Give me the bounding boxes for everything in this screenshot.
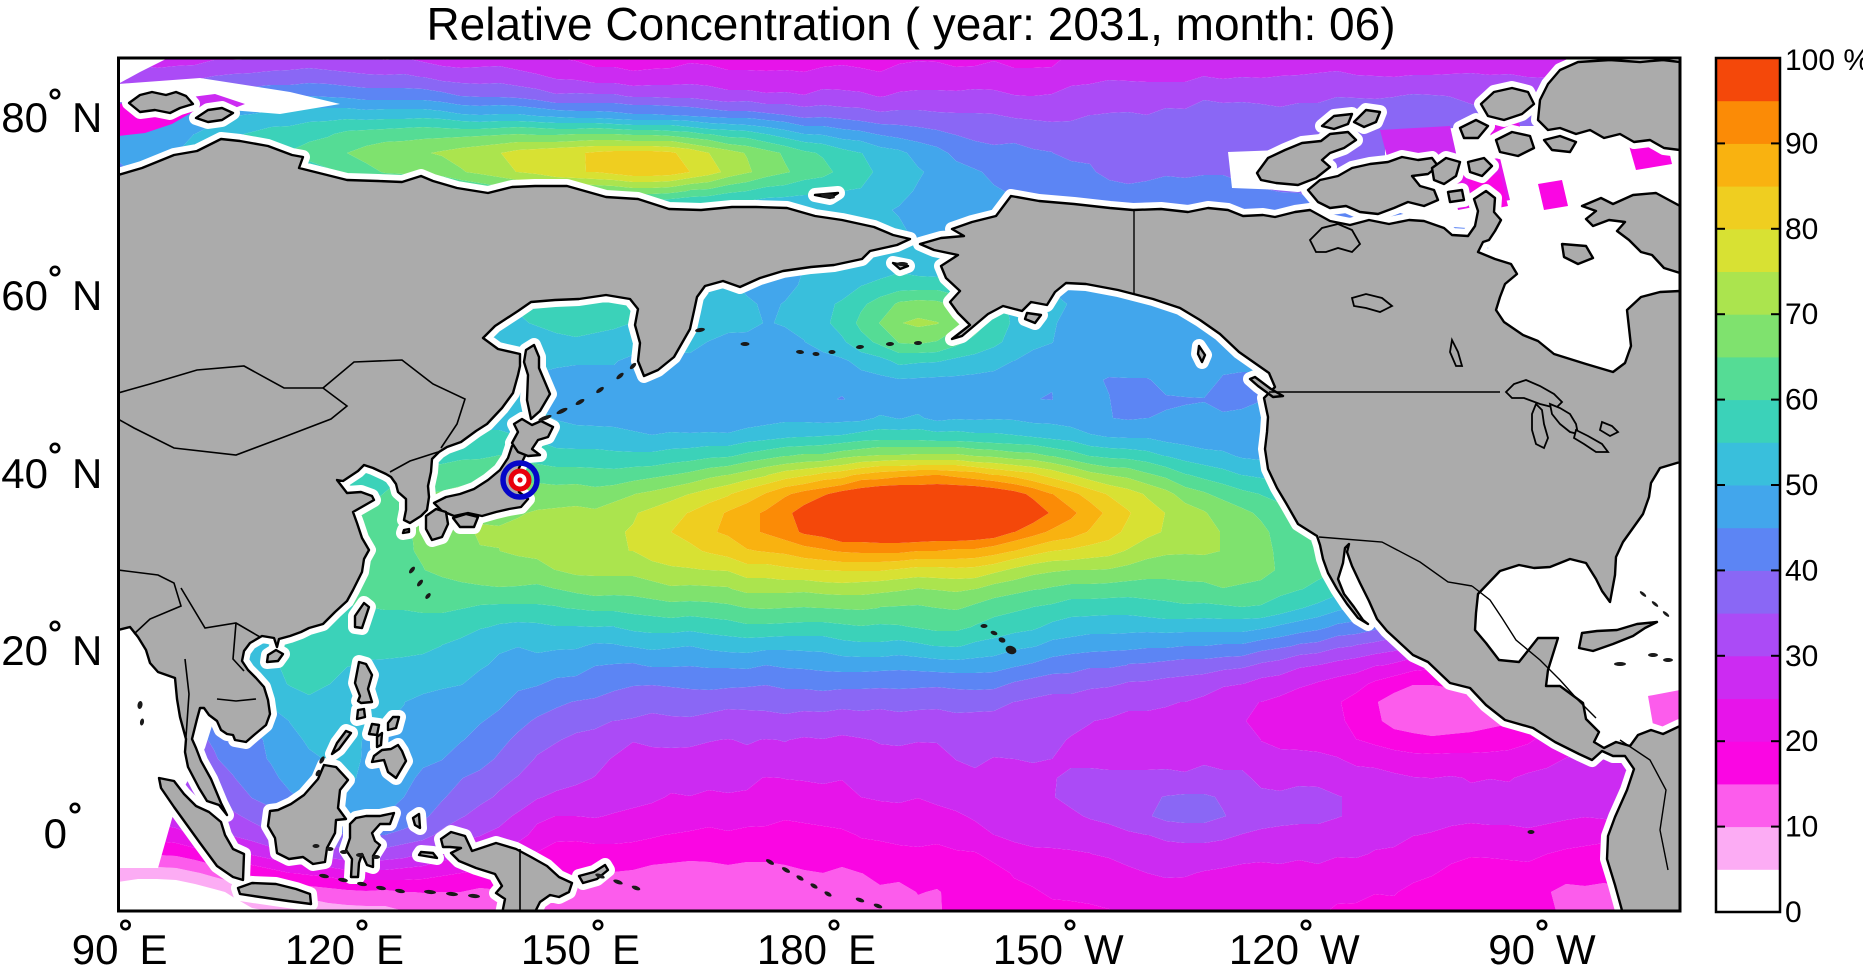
svg-text:W: W	[1556, 926, 1596, 972]
svg-text:20: 20	[1, 627, 48, 674]
svg-text:20: 20	[1785, 725, 1818, 758]
svg-text:Relative Concentration ( year:: Relative Concentration ( year: 2031, mon…	[426, 0, 1395, 50]
svg-text:40: 40	[1785, 554, 1818, 587]
svg-text:120: 120	[1229, 926, 1299, 972]
svg-text:180: 180	[757, 926, 827, 972]
svg-text:0: 0	[44, 810, 67, 857]
svg-text:E: E	[848, 926, 876, 972]
svg-text:10: 10	[1785, 811, 1818, 844]
svg-text:W: W	[1320, 926, 1360, 972]
svg-text:N: N	[72, 94, 102, 141]
svg-text:100 %: 100 %	[1785, 44, 1863, 77]
svg-text:60: 60	[1, 272, 48, 319]
svg-text:E: E	[140, 926, 168, 972]
svg-text:150: 150	[521, 926, 591, 972]
svg-text:90: 90	[1785, 127, 1818, 160]
svg-text:150: 150	[993, 926, 1063, 972]
svg-text:N: N	[72, 450, 102, 497]
svg-text:50: 50	[1785, 469, 1818, 502]
svg-text:N: N	[72, 627, 102, 674]
svg-text:80: 80	[1785, 213, 1818, 246]
svg-text:0: 0	[1785, 896, 1802, 929]
svg-text:E: E	[612, 926, 640, 972]
svg-text:30: 30	[1785, 640, 1818, 673]
svg-text:90: 90	[72, 926, 119, 972]
svg-text:80: 80	[1, 94, 48, 141]
svg-text:60: 60	[1785, 384, 1818, 417]
svg-text:N: N	[72, 272, 102, 319]
svg-text:W: W	[1084, 926, 1124, 972]
svg-text:120: 120	[285, 926, 355, 972]
svg-text:40: 40	[1, 450, 48, 497]
svg-text:90: 90	[1488, 926, 1535, 972]
svg-text:70: 70	[1785, 298, 1818, 331]
svg-text:E: E	[376, 926, 404, 972]
